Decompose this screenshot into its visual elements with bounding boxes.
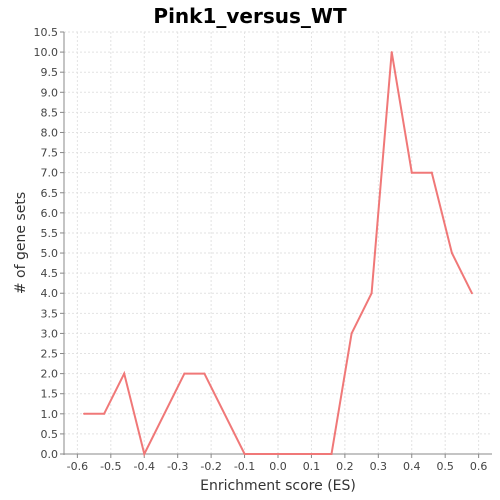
x-tick-label: -0.4 (134, 460, 155, 473)
x-tick-label: 0.1 (303, 460, 321, 473)
y-tick-label: 5.5 (41, 227, 59, 240)
x-tick-label: 0.2 (336, 460, 354, 473)
x-tick-label: -0.6 (67, 460, 88, 473)
x-tick-label: 0.4 (403, 460, 421, 473)
x-tick-label: 0.5 (436, 460, 454, 473)
chart-title: Pink1_versus_WT (153, 4, 347, 28)
y-tick-label: 2.0 (41, 368, 59, 381)
y-tick-label: 1.0 (41, 408, 59, 421)
data-point (203, 372, 206, 375)
data-point (290, 453, 293, 455)
data-point (183, 372, 186, 375)
data-point (330, 453, 333, 455)
x-tick-label: -0.1 (234, 460, 255, 473)
y-tick-label: 10.0 (34, 46, 59, 59)
grid-layer (64, 31, 492, 455)
data-point (123, 372, 126, 375)
y-tick-label: 2.5 (41, 348, 59, 361)
data-point (143, 453, 146, 455)
y-tick-label: 6.0 (41, 207, 59, 220)
data-point (470, 292, 473, 295)
x-tick-label: -0.5 (100, 460, 121, 473)
y-tick-label: 10.5 (34, 26, 59, 39)
y-tick-label: 6.5 (41, 187, 59, 200)
data-point (103, 412, 106, 415)
y-tick-label: 9.0 (41, 86, 59, 99)
x-axis-title: Enrichment score (ES) (200, 478, 356, 494)
y-tick-label: 7.5 (41, 147, 59, 160)
data-point (450, 252, 453, 255)
y-tick-label: 8.0 (41, 126, 59, 139)
y-tick-label: 3.5 (41, 307, 59, 320)
y-tick-label: 8.5 (41, 106, 59, 119)
label-layer: 0.0 0.5 1.0 1.5 2.0 2.5 3.0 3.5 4.0 4.5 5.0 5.5 6.0 6… (13, 26, 487, 494)
plot-area (64, 32, 492, 454)
x-tick-label: -0.2 (200, 460, 221, 473)
data-point (370, 292, 373, 295)
series-layer (83, 51, 473, 457)
y-tick-label: 0.5 (41, 428, 59, 441)
x-tick-label: 0.6 (470, 460, 488, 473)
y-tick-label: 3.0 (41, 327, 59, 340)
series-line (84, 51, 473, 457)
y-tick-label: 4.0 (41, 287, 59, 300)
y-axis-title: # of gene sets (13, 192, 29, 294)
data-point (410, 171, 413, 174)
y-tick-label: 0.0 (41, 448, 59, 461)
y-tick-label: 5.0 (41, 247, 59, 260)
data-point (430, 171, 433, 174)
data-point (83, 412, 86, 415)
x-tick-label: 0.3 (370, 460, 388, 473)
x-tick-label: 0.0 (269, 460, 287, 473)
x-tick-label: -0.3 (167, 460, 188, 473)
y-tick-label: 4.5 (41, 267, 59, 280)
data-point (350, 332, 353, 335)
data-point (243, 453, 246, 455)
data-point (390, 51, 393, 54)
y-tick-label: 9.5 (41, 66, 59, 79)
y-tick-label: 7.0 (41, 167, 59, 180)
y-tick-label: 1.5 (41, 388, 59, 401)
